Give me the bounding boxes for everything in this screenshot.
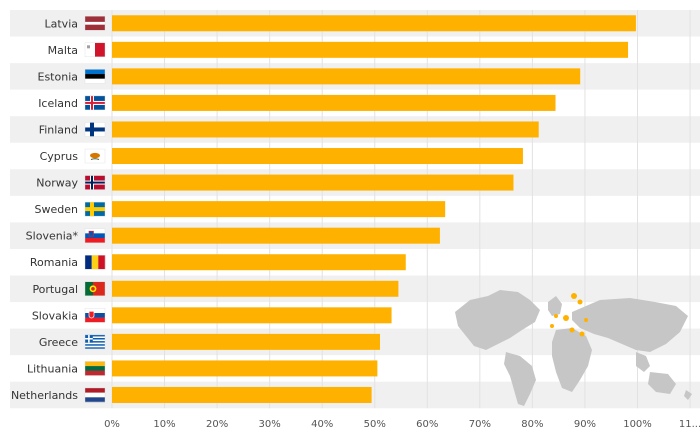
category-label: Latvia xyxy=(45,17,79,30)
greece-flag xyxy=(84,334,106,350)
x-tick-label: 11... xyxy=(679,419,700,430)
category-label: Lithuania xyxy=(27,362,78,375)
map-landmass xyxy=(504,352,536,406)
map-landmass xyxy=(684,390,692,400)
finland-flag xyxy=(84,122,106,137)
category-label: Sweden xyxy=(35,203,78,216)
netherlands-flag xyxy=(84,387,106,403)
x-tick-label: 30% xyxy=(259,419,281,430)
map-landmass xyxy=(455,290,540,350)
romania-flag xyxy=(84,255,106,270)
category-labels: Latvia Malta Estonia Iceland Finland Cyprus No… xyxy=(11,17,79,402)
bar-romania xyxy=(112,254,406,271)
map-landmass xyxy=(552,328,592,392)
map-highlight xyxy=(569,327,575,333)
bar-cyprus xyxy=(112,148,523,165)
category-label: Estonia xyxy=(38,70,79,83)
x-tick-label: 10% xyxy=(153,419,175,430)
map-landmass xyxy=(648,372,676,394)
bar-netherlands xyxy=(112,386,372,403)
x-tick-label: 70% xyxy=(469,419,491,430)
map-landmass xyxy=(636,352,650,372)
bar-lithuania xyxy=(112,360,378,377)
malta-flag xyxy=(84,42,106,58)
x-tick-label: 80% xyxy=(521,419,543,430)
x-tick-label: 50% xyxy=(364,419,386,430)
category-label: Slovenia* xyxy=(26,230,79,243)
category-label: Romania xyxy=(30,256,78,269)
norway-flag xyxy=(84,175,106,190)
x-tick-label: 40% xyxy=(311,419,333,430)
x-tick-label: 0% xyxy=(104,419,120,430)
x-tick-labels: 0% 10% 20% 30% 40% 50% 60% 70% 80% 90% 100% 11... xyxy=(104,419,700,430)
map-landmass xyxy=(548,296,562,316)
bar-portugal xyxy=(112,280,399,297)
x-tick-label: 90% xyxy=(574,419,596,430)
portugal-flag xyxy=(84,281,106,296)
x-tick-label: 60% xyxy=(416,419,438,430)
bar-malta xyxy=(112,41,629,58)
map-highlight xyxy=(577,299,583,305)
slovakia-flag xyxy=(84,308,106,323)
category-label: Malta xyxy=(48,44,78,57)
category-label: Netherlands xyxy=(11,389,78,402)
map-highlight xyxy=(584,318,588,322)
bars xyxy=(112,15,636,403)
map-highlight xyxy=(579,331,585,337)
x-tick-label: 20% xyxy=(206,419,228,430)
x-tick-label: 100% xyxy=(623,419,652,430)
map-highlight xyxy=(563,315,569,321)
cyprus-flag xyxy=(84,148,106,164)
map-highlight xyxy=(550,324,554,328)
bar-norway xyxy=(112,174,514,191)
slovenia-flag xyxy=(84,228,106,243)
flag-icons xyxy=(84,16,106,403)
bar-slovakia xyxy=(112,307,392,324)
category-label: Finland xyxy=(39,123,78,136)
category-label: Portugal xyxy=(32,283,78,296)
lithuania-flag xyxy=(84,361,106,376)
category-label: Cyprus xyxy=(40,150,79,163)
bar-estonia xyxy=(112,68,581,85)
category-label: Slovakia xyxy=(32,309,78,322)
bar-greece xyxy=(112,333,381,350)
bar-latvia xyxy=(112,15,636,32)
map-highlight xyxy=(571,293,577,299)
latvia-flag xyxy=(84,16,106,31)
estonia-flag xyxy=(84,69,106,84)
bar-iceland xyxy=(112,94,556,111)
map-highlight xyxy=(554,314,558,318)
world-map-icon xyxy=(455,290,692,406)
category-label: Iceland xyxy=(38,97,78,110)
category-label: Norway xyxy=(36,177,78,190)
category-label: Greece xyxy=(39,336,78,349)
iceland-flag xyxy=(84,95,106,111)
sweden-flag xyxy=(84,201,106,217)
bar-sweden xyxy=(112,201,446,218)
map-landmass xyxy=(572,298,688,352)
bar-finland xyxy=(112,121,539,138)
bar-slovenia xyxy=(112,227,440,244)
